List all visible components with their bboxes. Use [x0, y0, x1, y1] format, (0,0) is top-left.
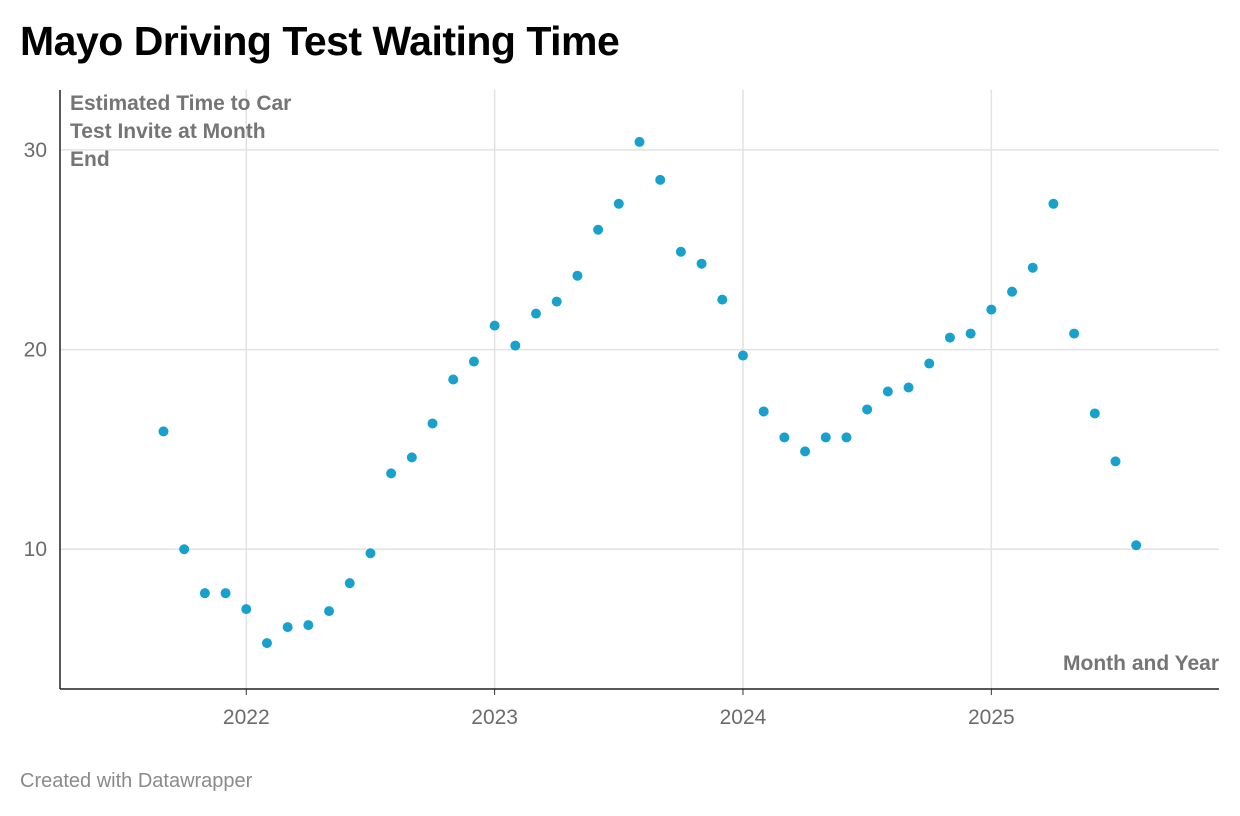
data-point — [1131, 540, 1142, 551]
data-point — [531, 308, 542, 319]
data-point — [758, 406, 769, 417]
data-point — [593, 224, 604, 235]
data-point — [427, 418, 438, 429]
data-point — [510, 340, 521, 351]
x-axis-label: Month and Year — [1063, 652, 1219, 675]
x-axis-ticks: 2022 2023 2024 2025 — [223, 689, 1015, 729]
data-point — [261, 638, 272, 649]
data-point — [820, 432, 831, 443]
y-tick-label: 20 — [24, 339, 47, 362]
data-point — [1048, 198, 1059, 209]
chart-title: Mayo Driving Test Waiting Time — [20, 18, 620, 64]
data-point — [282, 622, 293, 633]
y-tick-label: 10 — [24, 538, 47, 561]
data-point — [613, 198, 624, 209]
data-point — [696, 258, 707, 269]
data-point — [675, 246, 686, 257]
data-point — [1069, 328, 1080, 339]
data-point — [800, 446, 811, 457]
data-point — [199, 588, 210, 599]
data-point — [862, 404, 873, 415]
data-point — [406, 452, 417, 463]
x-tick-label: 2023 — [471, 706, 518, 729]
x-tick-label: 2022 — [223, 706, 270, 729]
data-point — [179, 544, 190, 555]
data-point — [1089, 408, 1100, 419]
data-point — [386, 468, 397, 479]
data-point — [489, 320, 500, 331]
data-point — [365, 548, 376, 559]
x-tick-label: 2024 — [720, 706, 767, 729]
data-point — [324, 606, 335, 617]
data-point — [158, 426, 169, 437]
data-point — [717, 294, 728, 305]
data-point — [986, 304, 997, 315]
data-point — [737, 350, 748, 361]
footer-credit: Created with Datawrapper — [20, 770, 253, 792]
axes — [59, 90, 1219, 690]
data-point — [551, 296, 562, 307]
y-axis-label: Estimated Time to Car Test Invite at Mon… — [70, 92, 292, 171]
data-point — [468, 356, 479, 367]
data-point — [1007, 286, 1018, 297]
data-point — [634, 136, 645, 147]
data-point — [944, 332, 955, 343]
data-point — [572, 270, 583, 281]
y-tick-label: 30 — [24, 139, 47, 162]
data-point — [1027, 262, 1038, 273]
data-point — [779, 432, 790, 443]
data-point — [924, 358, 935, 369]
data-point — [1110, 456, 1121, 467]
data-point — [841, 432, 852, 443]
data-point — [344, 578, 355, 589]
x-tick-label: 2025 — [968, 706, 1015, 729]
data-point — [655, 174, 666, 185]
grid-lines — [60, 90, 1219, 689]
data-point — [903, 382, 914, 393]
data-point — [220, 588, 231, 599]
data-point — [303, 620, 314, 631]
data-point — [448, 374, 459, 385]
data-point — [241, 604, 252, 615]
data-points — [158, 136, 1142, 649]
data-point — [882, 386, 893, 397]
y-axis-ticks: 10 20 30 — [24, 139, 47, 561]
data-point — [965, 328, 976, 339]
